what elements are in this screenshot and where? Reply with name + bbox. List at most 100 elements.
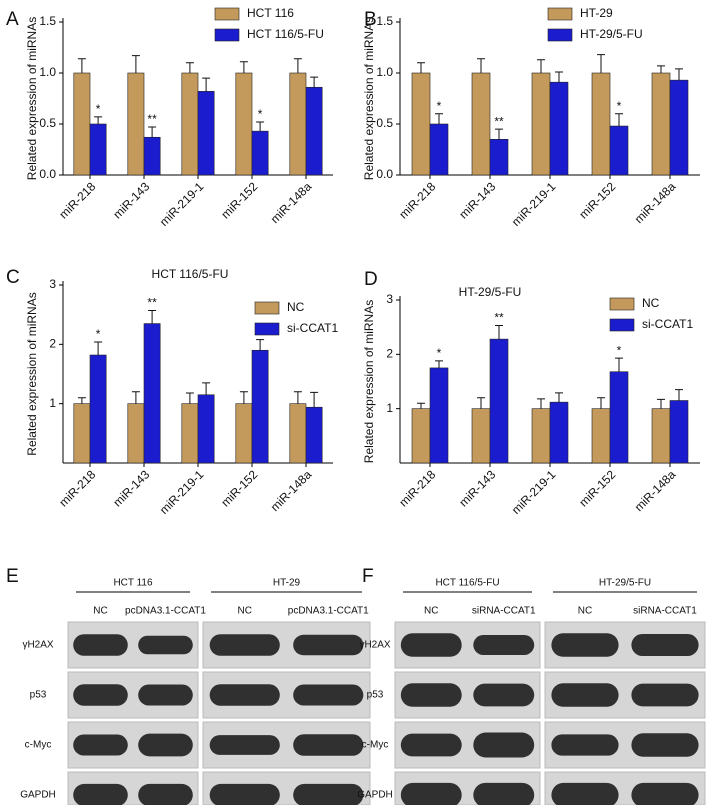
error-bar <box>310 391 319 408</box>
error-bar <box>77 397 86 404</box>
significance: ** <box>494 311 504 325</box>
panel-label: F <box>362 566 374 587</box>
bar <box>251 130 269 176</box>
error-bar <box>239 391 248 404</box>
band <box>400 683 462 707</box>
bar <box>289 72 307 176</box>
lane-label: pcDNA3.1-CCAT1 <box>288 606 369 617</box>
group-title: HT-29 <box>273 578 301 589</box>
error-bar <box>537 59 545 73</box>
bar <box>143 136 161 176</box>
error-bar <box>657 398 665 409</box>
band <box>473 782 535 805</box>
bar <box>73 403 91 464</box>
row-label: GAPDH <box>357 790 393 801</box>
panel-label: B <box>364 9 377 30</box>
error-bar <box>417 62 425 73</box>
bar <box>609 125 629 176</box>
y-axis-label: Related expression of miRNAs <box>25 17 39 180</box>
chart-title: HT-29/5-FU <box>459 285 522 299</box>
error-bar <box>675 389 683 401</box>
y-tick-label: 1.0 <box>376 65 393 79</box>
band <box>631 633 699 657</box>
error-bar <box>94 116 103 124</box>
bar <box>251 349 269 464</box>
error-bar <box>417 402 425 409</box>
lane-label: siRNA-CCAT1 <box>472 606 536 617</box>
band <box>209 634 280 656</box>
y-tick-label: 1.5 <box>39 14 56 28</box>
band <box>138 635 193 655</box>
error-bar <box>537 398 545 409</box>
x-tick-label: miR-218 <box>56 467 98 509</box>
chart-title: HCT 116/5-FU <box>152 267 229 281</box>
y-tick-label: 1.0 <box>39 65 56 79</box>
band <box>73 684 128 706</box>
y-axis-label: Related expression of miRNAs <box>25 292 39 455</box>
x-tick-label: miR-143 <box>110 179 152 221</box>
bar <box>591 72 611 176</box>
lane-label: NC <box>424 606 438 617</box>
bar <box>429 367 449 464</box>
y-tick-label: 1.5 <box>376 14 393 28</box>
bar <box>305 406 323 464</box>
band <box>138 783 193 805</box>
band <box>73 734 128 756</box>
x-tick-label: miR-218 <box>56 179 98 221</box>
band <box>551 633 619 657</box>
bar <box>549 81 569 176</box>
group-title: HT-29/5-FU <box>599 578 651 589</box>
y-tick-label: 0.0 <box>376 167 393 181</box>
error-bar <box>477 58 485 73</box>
x-tick-label: miR-148a <box>632 467 679 514</box>
row-label: γH2AX <box>359 640 390 651</box>
bar <box>197 394 215 464</box>
significance: * <box>617 343 622 357</box>
error-bar <box>435 113 443 124</box>
bar <box>89 354 107 464</box>
group-title: HCT 116 <box>113 578 153 589</box>
error-bar <box>555 392 563 403</box>
legend-label: HT-29 <box>580 6 613 20</box>
significance: * <box>437 346 442 360</box>
bar <box>669 400 689 464</box>
x-tick-label: miR-148a <box>632 179 679 226</box>
error-bar <box>495 325 503 340</box>
bar <box>197 91 215 176</box>
band <box>138 733 193 757</box>
error-bar <box>293 391 302 404</box>
error-bar <box>202 382 211 395</box>
error-bar <box>657 65 665 73</box>
band <box>551 734 619 756</box>
error-bar <box>185 392 194 404</box>
bar <box>651 408 671 464</box>
error-bar <box>675 68 683 81</box>
significance: * <box>96 327 101 341</box>
legend-swatch <box>214 7 240 21</box>
bar <box>411 408 431 464</box>
error-bar <box>131 55 140 73</box>
band <box>209 684 280 706</box>
bar <box>489 338 509 464</box>
bar <box>531 72 551 176</box>
significance: * <box>258 107 263 121</box>
significance: ** <box>494 114 504 128</box>
bar <box>235 72 253 176</box>
error-bar <box>435 360 443 368</box>
band <box>293 783 364 805</box>
bar <box>669 79 689 176</box>
x-tick-label: miR-143 <box>456 467 498 509</box>
y-tick-label: 1 <box>49 396 56 410</box>
error-bar <box>202 77 211 92</box>
x-tick-label: miR-219-1 <box>509 467 559 517</box>
legend-label: HCT 116/5-FU <box>247 27 324 41</box>
panel-label: D <box>364 269 378 290</box>
legend-swatch <box>609 297 635 311</box>
row-label: c-Myc <box>362 740 389 751</box>
legend-label: si-CCAT1 <box>642 317 693 331</box>
legend-label: HT-29/5-FU <box>580 27 643 41</box>
legend-swatch <box>547 7 573 21</box>
bar <box>235 403 253 464</box>
band <box>473 683 535 707</box>
bar <box>289 403 307 464</box>
